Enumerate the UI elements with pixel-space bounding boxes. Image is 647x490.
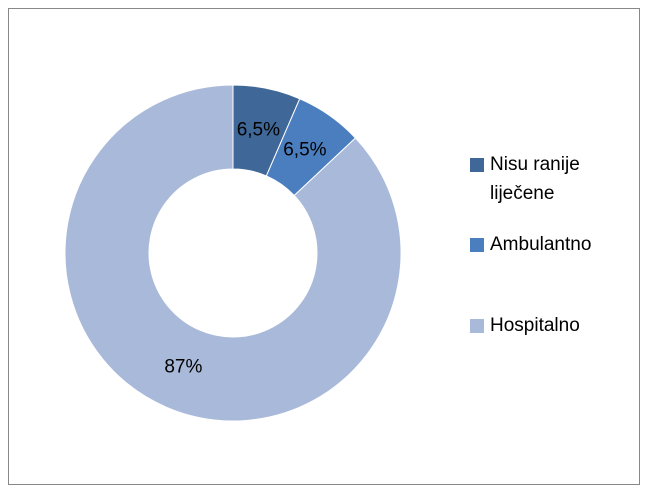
legend-entry: Ambulantno <box>470 230 620 259</box>
legend-swatch <box>470 238 484 252</box>
legend-label: Ambulantno <box>490 234 592 255</box>
legend-entry: Hospitalno <box>470 311 620 340</box>
legend-label: Nisu ranije liječene <box>490 154 580 204</box>
data-label: 6,5% <box>237 120 280 141</box>
legend-entry: Nisu ranije liječene <box>470 150 620 208</box>
chart-border <box>8 8 640 485</box>
donut-slice <box>64 84 402 422</box>
data-label: 87% <box>164 357 202 378</box>
legend-swatch <box>470 158 484 172</box>
legend-label: Hospitalno <box>490 315 580 336</box>
legend-swatch <box>470 319 484 333</box>
data-label: 6,5% <box>283 140 326 161</box>
